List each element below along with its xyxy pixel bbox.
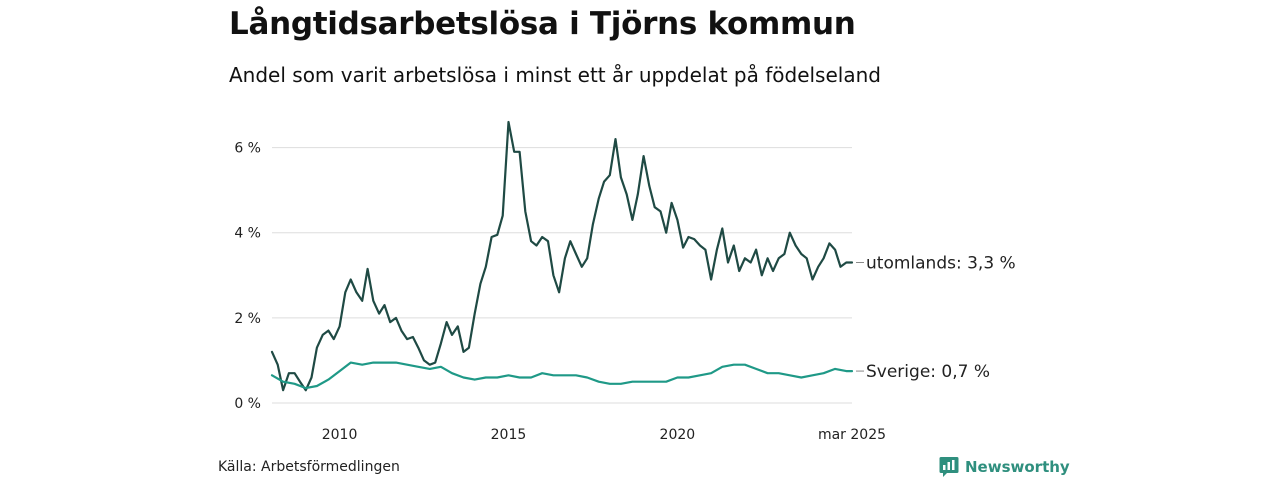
y-tick-label-1: 2 %	[234, 311, 261, 327]
gridlines	[272, 147, 852, 404]
series-line-utomlands	[270, 120, 854, 392]
y-tick-label-2: 4 %	[234, 226, 261, 242]
end-label-utomlands: utomlands: 3,3 %	[866, 254, 1016, 274]
y-axis-tick-labels: 0 % 2 % 4 % 6 %	[234, 141, 261, 412]
bar-chart-speech-bubble-icon	[939, 457, 959, 477]
chart-title: Långtidsarbetslösa i Tjörns kommun	[229, 6, 856, 42]
source-note: Källa: Arbetsförmedlingen	[218, 459, 400, 475]
x-tick-label-1: 2015	[491, 427, 527, 443]
series-end-labels: utomlands: 3,3 % Sverige: 0,7 %	[856, 254, 1016, 382]
x-tick-label-2: 2020	[660, 427, 696, 443]
series-line-sverige	[270, 361, 854, 390]
brand-name: Newsworthy	[965, 458, 1070, 476]
x-tick-label-0: 2010	[322, 427, 358, 443]
x-tick-label-3: mar 2025	[818, 427, 886, 443]
series-lines	[270, 120, 854, 392]
y-tick-label-0: 0 %	[234, 396, 261, 412]
chart-subtitle: Andel som varit arbetslösa i minst ett å…	[229, 63, 881, 87]
end-label-sverige: Sverige: 0,7 %	[866, 362, 990, 382]
y-tick-label-3: 6 %	[234, 141, 261, 157]
x-axis-tick-labels: 2010 2015 2020 mar 2025	[322, 427, 886, 443]
brand-logo[interactable]: Newsworthy	[939, 456, 1070, 478]
